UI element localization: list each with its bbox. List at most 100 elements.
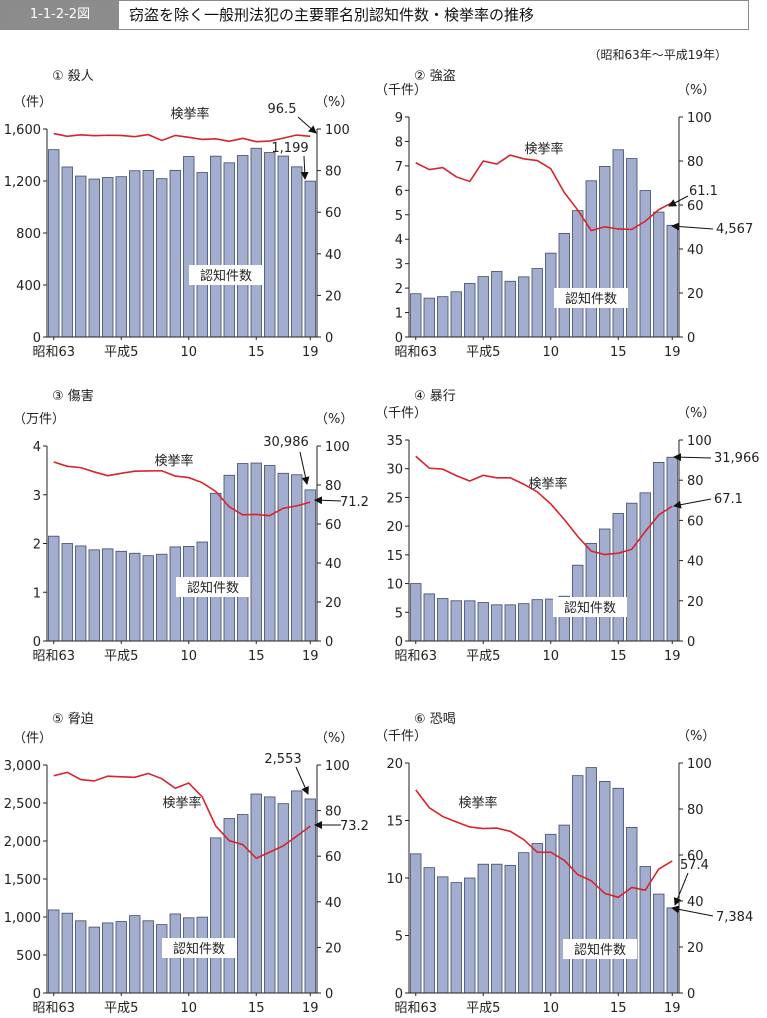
bar [156, 924, 168, 994]
left-tick-label: 1,000 [4, 911, 41, 926]
right-axis-unit: （%） [315, 412, 353, 427]
bar [437, 876, 449, 994]
x-tick-label: 15 [610, 345, 627, 360]
bar [88, 178, 100, 338]
annotation-arrow [299, 451, 310, 485]
bar [612, 513, 624, 642]
x-tick-label: 平成5 [104, 649, 138, 664]
bar [142, 920, 154, 994]
bar [61, 543, 73, 642]
right-tick-label: 100 [325, 440, 350, 455]
chart-panel-6: ⑥ 恐喝 （千件） （%） 0 5 10 15 20 0 20 40 60 80 100 昭和63 平成5 10… [375, 712, 753, 1016]
bar [304, 180, 316, 338]
chart-title: ② 強盗 [414, 68, 456, 84]
right-tick-label: 100 [687, 111, 712, 126]
bar [210, 837, 222, 994]
right-tick-label: 40 [687, 555, 704, 570]
annotation-label: 67.1 [714, 492, 743, 507]
x-tick-label: 10 [542, 649, 559, 664]
left-tick-label: 15 [386, 549, 403, 564]
left-tick-label: 5 [395, 930, 403, 945]
bar [599, 781, 611, 994]
bar [558, 232, 570, 338]
bar [666, 907, 678, 994]
annotation-label: 7,384 [716, 910, 753, 925]
bar [237, 814, 249, 994]
bar [531, 599, 543, 642]
x-tick-label: 平成5 [104, 345, 138, 360]
x-tick-label: 19 [664, 345, 681, 360]
chart-title: ⑥ 恐喝 [414, 712, 456, 727]
right-tick-label: 80 [325, 165, 342, 180]
left-axis-unit: （件） [13, 95, 52, 110]
bar [653, 211, 665, 338]
bar [464, 600, 476, 642]
rate-series-label: 検挙率 [154, 453, 193, 469]
x-tick-label: 15 [248, 1001, 265, 1016]
left-tick-label: 35 [386, 434, 403, 449]
bar [250, 147, 262, 338]
left-tick-label: 8 [395, 135, 403, 150]
left-tick-label: 1,500 [4, 873, 41, 888]
bar [115, 921, 127, 994]
bar [612, 787, 624, 994]
rate-line [415, 789, 673, 899]
left-tick-label: 10 [386, 578, 403, 593]
left-tick-label: 400 [16, 279, 41, 294]
annotation-label: 61.1 [689, 184, 718, 199]
bar [264, 152, 276, 338]
bar [423, 593, 435, 642]
figure-number: 1-1-2-2図 [1, 1, 119, 29]
right-tick-label: 0 [325, 331, 333, 346]
chart-panel-4: ④ 暴行 （千件） （%） 0 5 10 15 20 25 30 35 0 20 40 60 80 100 昭和6… [375, 389, 760, 664]
bar [639, 492, 651, 642]
x-tick-label: 昭和63 [32, 345, 75, 360]
bar [237, 463, 249, 642]
x-tick-label: 19 [302, 345, 319, 360]
bar [156, 553, 168, 642]
annotation-arrow [314, 496, 342, 505]
left-tick-label: 15 [386, 815, 403, 830]
left-tick-label: 0 [395, 635, 403, 650]
bar [75, 545, 87, 642]
x-tick-label: 平成5 [466, 345, 500, 360]
bar [277, 803, 289, 994]
bar [88, 549, 100, 642]
bar-series-label: 認知件数 [187, 580, 239, 596]
period-note: （昭和63年～平成19年） [588, 48, 727, 62]
left-tick-label: 7 [395, 160, 403, 175]
right-tick-label: 100 [325, 759, 350, 774]
bar [572, 210, 584, 338]
bar [410, 293, 422, 338]
bar [477, 276, 489, 338]
bar [599, 528, 611, 642]
annotation-arrow [300, 155, 309, 180]
x-tick-label: 15 [248, 649, 265, 664]
bar [156, 178, 168, 338]
x-tick-label: 昭和63 [32, 649, 75, 664]
left-tick-label: 800 [16, 227, 41, 242]
bar [129, 552, 141, 642]
bar [61, 166, 73, 338]
x-tick-label: 19 [664, 1001, 681, 1016]
annotation-arrow [297, 116, 317, 134]
right-tick-label: 100 [687, 757, 712, 772]
right-tick-label: 80 [687, 474, 704, 489]
left-tick-label: 2,500 [4, 797, 41, 812]
x-tick-label: 昭和63 [394, 649, 437, 664]
left-tick-label: 5 [395, 606, 403, 621]
bar [653, 893, 665, 994]
bar [264, 465, 276, 642]
right-tick-label: 0 [687, 635, 695, 650]
right-tick-label: 20 [687, 595, 704, 610]
bar [491, 271, 503, 338]
annotation-arrow [673, 872, 689, 906]
bar [518, 276, 530, 338]
right-tick-label: 80 [325, 805, 342, 820]
annotation-arrow [673, 453, 712, 462]
bar [518, 852, 530, 994]
bar [450, 600, 462, 642]
bar [504, 864, 516, 994]
right-tick-label: 40 [325, 248, 342, 263]
